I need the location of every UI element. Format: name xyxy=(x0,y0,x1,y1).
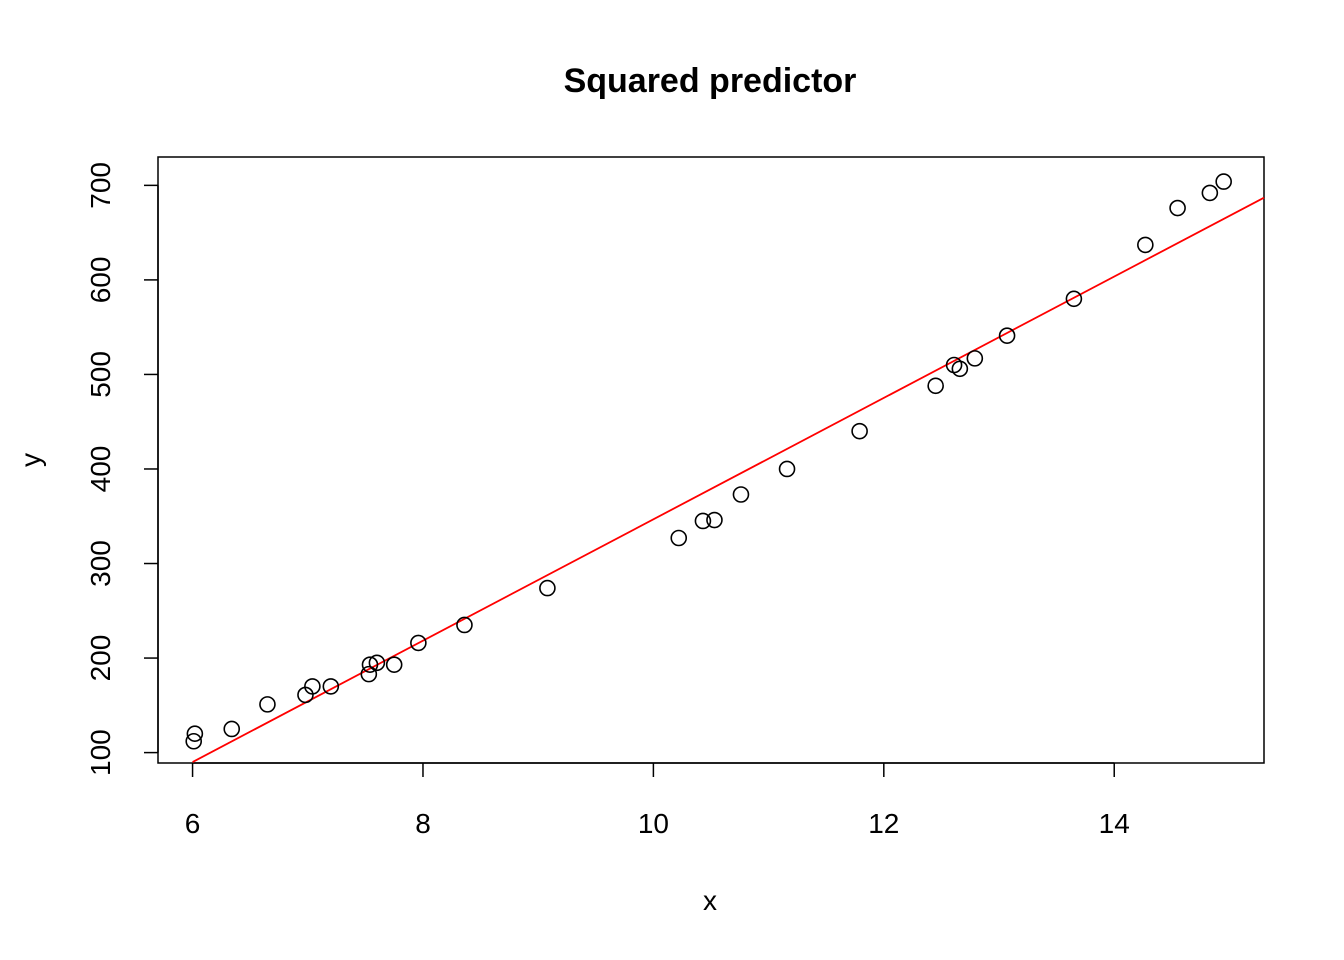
data-point xyxy=(1065,290,1083,308)
x-tick-label: 10 xyxy=(638,808,669,839)
data-point xyxy=(694,512,712,530)
data-point xyxy=(185,732,203,750)
x-tick-label: 12 xyxy=(868,808,899,839)
data-point xyxy=(1201,184,1219,202)
y-tick-label: 600 xyxy=(85,257,116,304)
data-point xyxy=(360,665,378,683)
data-point xyxy=(778,460,796,478)
x-tick-label: 8 xyxy=(415,808,431,839)
data-point xyxy=(732,486,750,503)
data-point xyxy=(1169,199,1186,217)
data-point xyxy=(1137,236,1154,254)
data-point xyxy=(304,678,321,695)
x-axis-label: x xyxy=(703,885,717,916)
y-axis-label: y xyxy=(15,453,46,467)
data-point xyxy=(410,634,427,652)
x-tick-label: 14 xyxy=(1099,808,1130,839)
data-point xyxy=(539,579,556,597)
x-tick-label: 6 xyxy=(185,808,201,839)
y-tick-label: 100 xyxy=(85,729,116,776)
y-axis: 100 200 300 400 500 600 700 xyxy=(85,162,159,776)
y-tick-label: 500 xyxy=(85,351,116,398)
data-point xyxy=(361,656,379,673)
data-point xyxy=(851,422,868,440)
plot-frame xyxy=(157,156,1265,764)
data-point xyxy=(385,656,403,673)
data-point xyxy=(927,377,944,395)
data-point xyxy=(368,654,386,672)
data-point xyxy=(998,327,1016,344)
data-point xyxy=(951,360,969,378)
data-point xyxy=(456,616,473,634)
fit-line-group xyxy=(192,196,1265,763)
y-tick-label: 300 xyxy=(85,540,116,587)
data-point xyxy=(223,720,241,738)
chart-title: Squared predictor xyxy=(564,62,857,100)
data-point xyxy=(259,696,276,713)
points-group xyxy=(185,173,1232,750)
data-point xyxy=(186,725,204,742)
data-point xyxy=(322,678,340,695)
data-point xyxy=(706,511,723,529)
fit-line xyxy=(192,196,1265,763)
y-tick-label: 200 xyxy=(85,635,116,682)
y-tick-label: 400 xyxy=(85,446,116,493)
y-tick-label: 700 xyxy=(85,162,116,209)
data-point xyxy=(670,529,688,547)
data-point xyxy=(1215,173,1232,190)
x-axis: 6 8 10 12 14 xyxy=(185,762,1130,839)
data-point xyxy=(966,350,984,367)
